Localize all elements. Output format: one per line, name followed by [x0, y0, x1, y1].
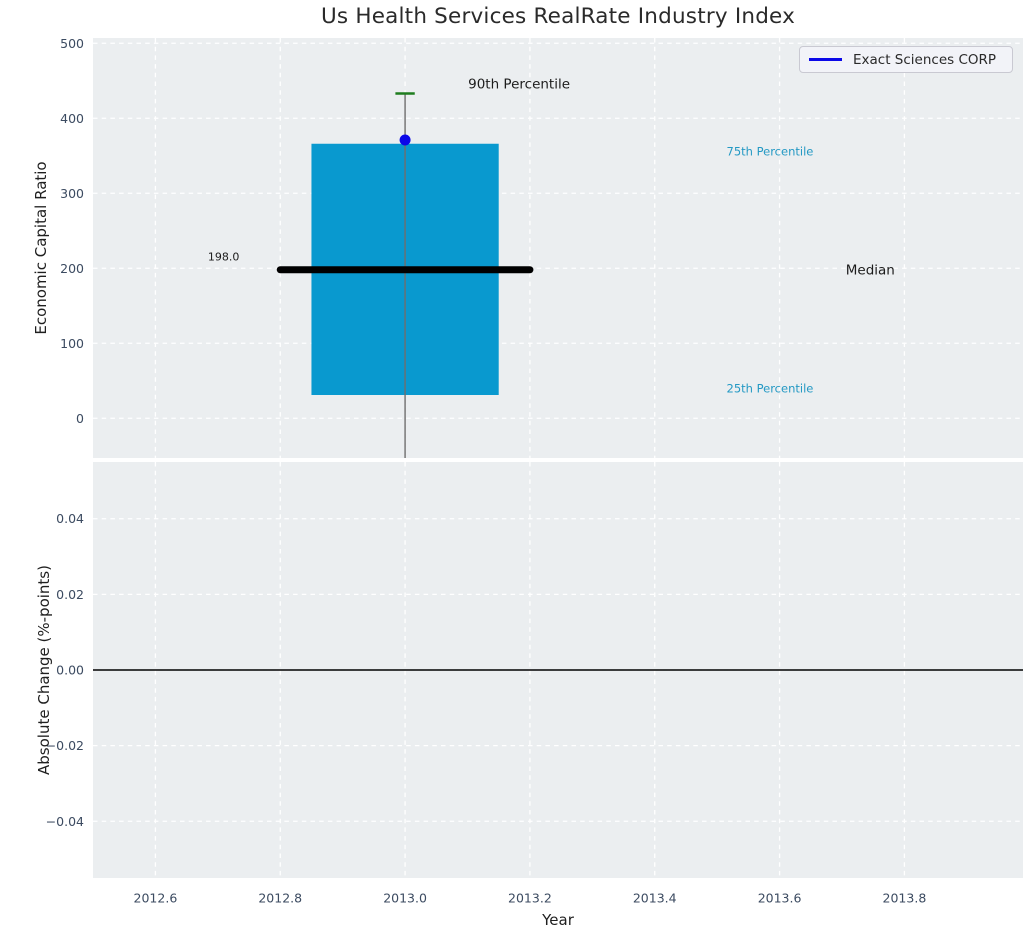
x-tick-label: 2013.4 — [633, 891, 677, 906]
y-tick-label: 0.04 — [56, 511, 84, 526]
plot-background — [93, 38, 1023, 458]
y-tick-label: 0.02 — [56, 587, 84, 602]
annotation-text: 25th Percentile — [727, 381, 814, 395]
annotation-text: 75th Percentile — [727, 144, 814, 158]
annotation-text: 90th Percentile — [468, 77, 570, 93]
annotation-text: 198.0 — [208, 251, 240, 264]
y-tick-label: 0 — [76, 411, 84, 426]
x-tick-label: 2012.8 — [258, 891, 302, 906]
x-tick-label: 2013.8 — [883, 891, 927, 906]
y-tick-label: 300 — [60, 186, 84, 201]
y-axis-label-bottom: Absolute Change (%-points) — [35, 565, 53, 775]
x-axis-label: Year — [542, 911, 574, 929]
legend-label: Exact Sciences CORP — [853, 51, 997, 68]
y-tick-label: 100 — [60, 336, 84, 351]
x-tick-label: 2013.0 — [383, 891, 427, 906]
y-axis-label-top: Economic Capital Ratio — [32, 161, 50, 335]
chart-title: Us Health Services RealRate Industry Ind… — [320, 4, 796, 29]
x-tick-label: 2013.6 — [758, 891, 802, 906]
annotation-text: Median — [846, 263, 895, 279]
y-tick-label: −0.04 — [46, 814, 84, 829]
y-tick-label: 200 — [60, 261, 84, 276]
y-tick-label: 0.00 — [56, 663, 84, 678]
company-point — [399, 134, 411, 146]
y-tick-label: −0.02 — [46, 738, 84, 753]
legend: Exact Sciences CORP — [799, 46, 1013, 73]
legend-line-swatch-icon — [809, 58, 842, 61]
x-tick-label: 2012.6 — [134, 891, 178, 906]
x-tick-label: 2013.2 — [508, 891, 552, 906]
y-tick-label: 500 — [60, 36, 84, 51]
y-tick-label: 400 — [60, 111, 84, 126]
